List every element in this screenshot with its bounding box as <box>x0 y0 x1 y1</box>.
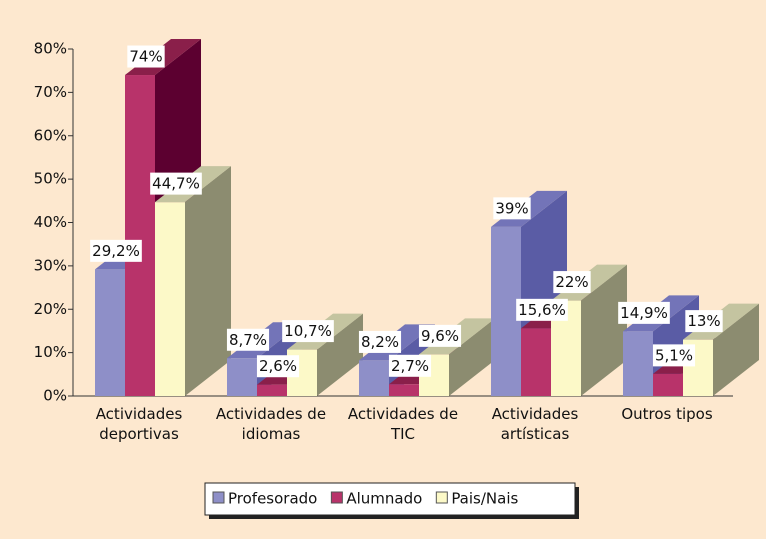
value-label: 22% <box>555 273 588 291</box>
legend-swatch <box>435 491 448 504</box>
value-label: 10,7% <box>284 322 332 340</box>
bar-side <box>449 318 495 396</box>
y-tick-label: 40% <box>34 213 67 231</box>
legend: Profesorado Alumnado Pais/Nais <box>204 482 579 519</box>
value-label-box <box>553 271 591 294</box>
value-label: 14,9% <box>620 304 668 322</box>
bar-front <box>95 269 125 396</box>
y-tick-label: 0% <box>43 387 67 405</box>
value-label-box <box>493 197 531 220</box>
y-tick-label: 30% <box>34 256 67 274</box>
bar-front <box>125 75 155 397</box>
bar-front <box>257 384 287 396</box>
bar-front <box>155 202 185 396</box>
bar-front <box>653 373 683 396</box>
value-label: 2,6% <box>259 357 297 375</box>
y-tick-label: 60% <box>34 126 67 144</box>
bar-front <box>359 360 389 396</box>
value-label-box <box>150 172 202 195</box>
value-label: 2,7% <box>391 357 429 375</box>
x-tick-label: Actividades deportivas <box>95 405 183 443</box>
value-label-box <box>358 330 402 353</box>
bar-side <box>317 313 363 396</box>
value-label: 15,6% <box>518 301 566 319</box>
value-label-box <box>685 310 723 333</box>
value-label-box <box>388 354 432 377</box>
value-label: 44,7% <box>152 175 200 193</box>
legend-label: Profesorado <box>228 490 317 508</box>
value-label-box <box>418 324 462 347</box>
bar-front <box>521 328 551 396</box>
value-label: 5,1% <box>655 346 693 364</box>
value-label: 9,6% <box>421 327 459 345</box>
value-label-box <box>618 301 670 324</box>
y-tick-label: 80% <box>34 40 67 58</box>
value-label: 13% <box>687 312 720 330</box>
value-label-box <box>90 239 142 262</box>
bar-side <box>581 264 627 396</box>
x-tick-label: Outros tipos <box>621 405 713 423</box>
y-tick-label: 10% <box>34 343 67 361</box>
bar <box>155 166 231 396</box>
legend-label: Alumnado <box>346 490 422 508</box>
value-label-box <box>226 328 270 351</box>
bar-front <box>227 358 257 396</box>
value-label: 8,7% <box>229 331 267 349</box>
legend-box <box>204 482 576 516</box>
y-tick-label: 50% <box>34 170 67 188</box>
bar-front <box>389 384 419 396</box>
value-label: 74% <box>129 48 162 66</box>
value-label-box <box>256 355 300 378</box>
bar-front <box>623 331 653 396</box>
value-label: 8,2% <box>361 333 399 351</box>
legend-swatch <box>212 491 225 504</box>
x-tick-label: Actividades artísticas <box>491 405 579 443</box>
value-label-box <box>282 320 334 343</box>
value-label-box <box>127 45 165 68</box>
legend-label: Pais/Nais <box>451 490 518 508</box>
y-tick-label: 20% <box>34 300 67 318</box>
value-label: 39% <box>495 199 528 217</box>
bar-side <box>713 303 759 396</box>
bar-front <box>491 226 521 396</box>
x-tick-label: Actividades de TIC <box>347 405 459 443</box>
bar-side <box>185 166 231 396</box>
y-tick-label: 70% <box>34 83 67 101</box>
value-label: 29,2% <box>92 242 140 260</box>
value-label-box <box>652 344 696 367</box>
value-label-box <box>516 298 568 321</box>
x-tick-label: Actividades de idiomas <box>215 405 327 443</box>
legend-swatch <box>330 491 343 504</box>
